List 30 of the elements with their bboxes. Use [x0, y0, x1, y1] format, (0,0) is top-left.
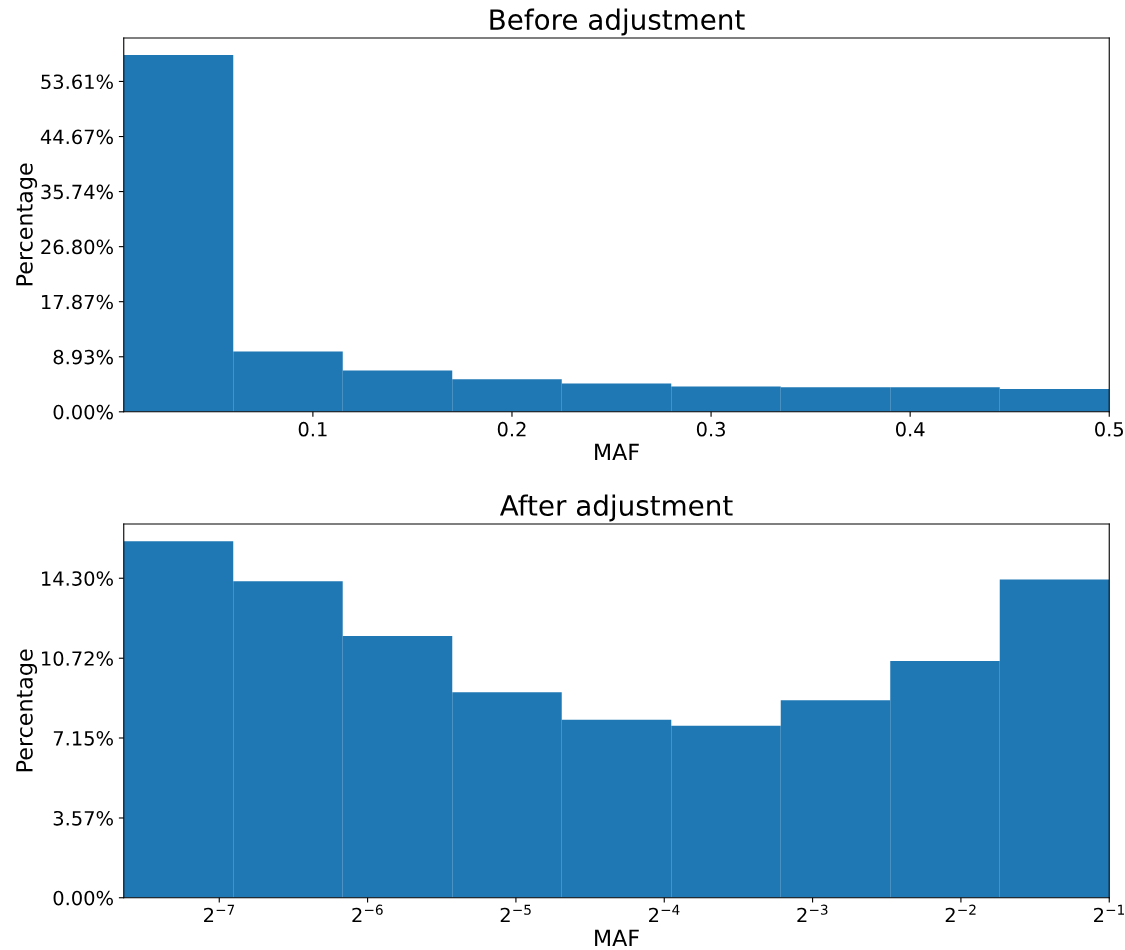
y-tick-label: 8.93%	[53, 349, 113, 365]
y-tick-label: 35.74%	[41, 184, 113, 200]
y-tick-label: 26.80%	[41, 239, 113, 255]
y-tick-label: 17.87%	[42, 294, 113, 310]
y-tick-label: 14.30%	[42, 571, 113, 586]
x-tick-label: 0.5	[1095, 421, 1124, 437]
x-tick-label: 0.2	[497, 421, 526, 437]
x-tick-label: 2$^{−3}$	[797, 904, 828, 923]
y-axis-title: Percentage	[16, 163, 38, 286]
chart-title: After adjustment	[499, 494, 733, 522]
x-tick-label: 0.3	[696, 421, 725, 437]
y-tick-label: 3.57%	[53, 810, 113, 826]
x-tick-label: 2$^{−1}$	[1094, 904, 1124, 923]
y-tick-label: 7.15%	[53, 730, 113, 746]
y-axis-title: Percentage	[16, 649, 38, 772]
x-tick-label: 2$^{−2}$	[945, 904, 976, 923]
y-tick-label: 53.61%	[41, 74, 113, 90]
x-tick-label: 0.1	[298, 421, 327, 437]
x-axis-title: MAF	[595, 443, 639, 461]
x-tick-label: 2$^{−4}$	[649, 904, 680, 923]
y-tick-label: 0.00%	[53, 890, 113, 906]
y-tick-label: 44.67%	[40, 129, 113, 145]
y-tick-label: 10.72%	[42, 651, 113, 666]
x-tick-label: 0.4	[895, 421, 925, 437]
x-tick-label: 2$^{−6}$	[352, 904, 383, 923]
x-tick-label: 2$^{−7}$	[204, 904, 235, 923]
x-tick-label: 2$^{−5}$	[500, 904, 531, 923]
x-axis-title: MAF	[595, 929, 639, 946]
chart-title: Before adjustment	[490, 8, 745, 36]
y-tick-label: 0.00%	[53, 404, 113, 420]
